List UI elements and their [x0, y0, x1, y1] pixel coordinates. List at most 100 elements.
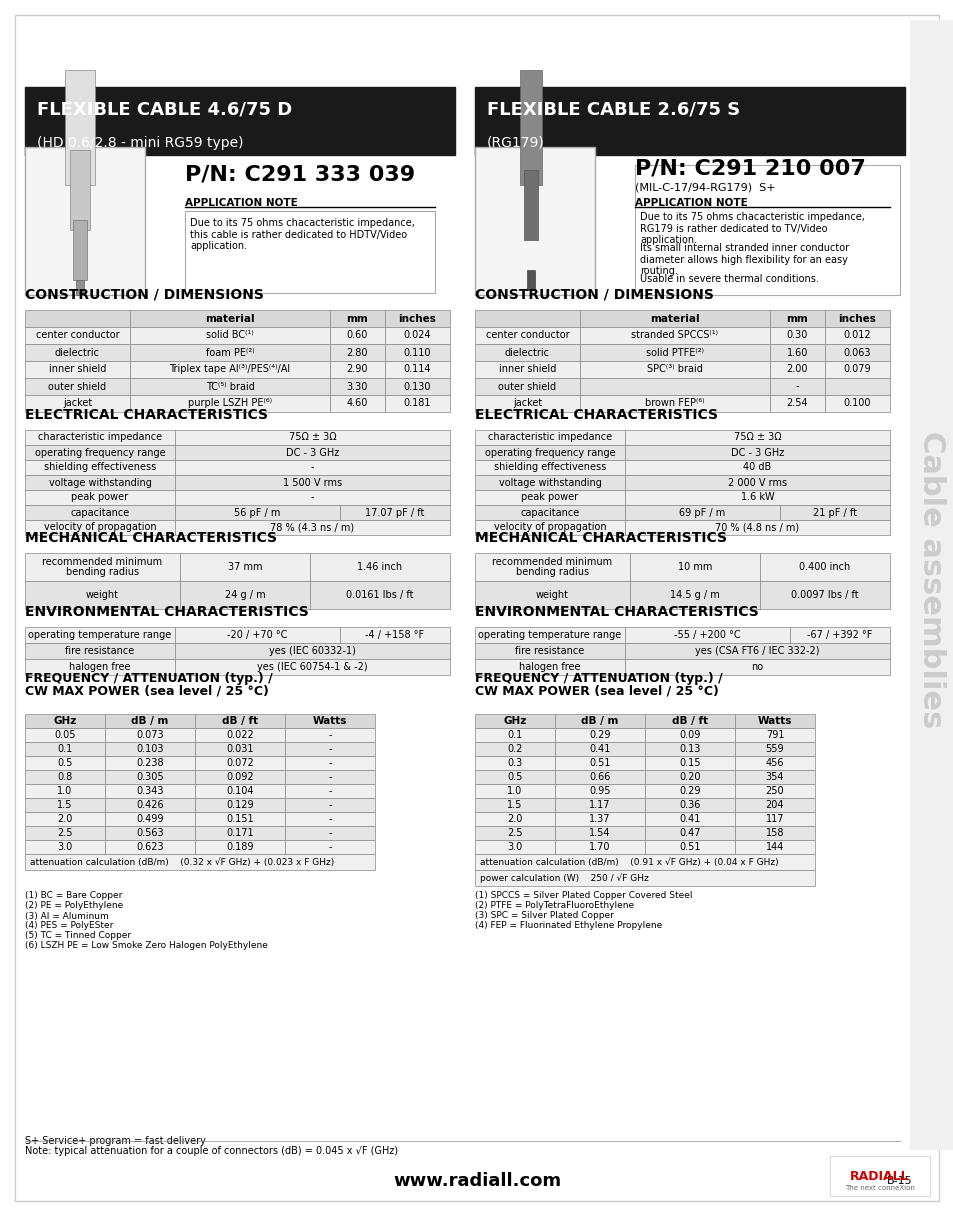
Text: -20 / +70 °C: -20 / +70 °C: [227, 630, 288, 640]
Bar: [769, 361, 824, 378]
Bar: [475, 378, 579, 395]
Bar: [25, 812, 105, 826]
Text: velocity of propagation: velocity of propagation: [44, 523, 156, 533]
Bar: [130, 361, 330, 378]
Text: capacitance: capacitance: [519, 507, 579, 518]
Text: CW MAX POWER (sea level / 25 °C): CW MAX POWER (sea level / 25 °C): [475, 685, 719, 698]
Text: 1.6 kW: 1.6 kW: [740, 492, 774, 502]
Text: 3.30: 3.30: [347, 382, 368, 392]
Bar: [644, 714, 734, 728]
Bar: [25, 344, 130, 361]
Bar: [25, 627, 174, 643]
Bar: [909, 19, 953, 1150]
Text: FREQUENCY / ATTENUATION (typ.) /: FREQUENCY / ATTENUATION (typ.) /: [25, 672, 273, 685]
Bar: [644, 798, 734, 812]
Bar: [194, 826, 285, 840]
Bar: [174, 445, 450, 460]
Bar: [174, 659, 450, 675]
Text: (HD 0.6/2.8 - mini RG59 type): (HD 0.6/2.8 - mini RG59 type): [37, 136, 243, 150]
Bar: [555, 826, 644, 840]
Bar: [25, 520, 174, 535]
Text: 3.0: 3.0: [57, 841, 72, 852]
Text: 70 % (4.8 ns / m): 70 % (4.8 ns / m): [715, 523, 799, 533]
Bar: [644, 784, 734, 798]
Bar: [25, 460, 174, 475]
Text: outer shield: outer shield: [497, 382, 556, 392]
Text: 0.073: 0.073: [136, 730, 164, 741]
Bar: [475, 756, 555, 770]
Bar: [25, 728, 105, 742]
Bar: [475, 310, 579, 327]
Text: outer shield: outer shield: [49, 382, 107, 392]
Bar: [475, 714, 555, 728]
Text: dielectric: dielectric: [55, 348, 100, 358]
Text: 14.5 g / m: 14.5 g / m: [669, 590, 720, 599]
Bar: [194, 770, 285, 784]
Bar: [475, 798, 555, 812]
Bar: [285, 770, 375, 784]
Text: operating temperature range: operating temperature range: [477, 630, 621, 640]
Bar: [644, 756, 734, 770]
Bar: [824, 395, 889, 412]
Bar: [475, 395, 579, 412]
Bar: [475, 553, 629, 581]
Text: APPLICATION NOTE: APPLICATION NOTE: [185, 198, 297, 208]
Bar: [330, 310, 385, 327]
Bar: [734, 840, 814, 854]
Bar: [285, 784, 375, 798]
Bar: [25, 756, 105, 770]
Text: 0.189: 0.189: [226, 841, 253, 852]
Text: -: -: [328, 786, 332, 796]
Text: 1.17: 1.17: [589, 800, 610, 810]
Bar: [339, 627, 450, 643]
Text: 0.1: 0.1: [507, 730, 522, 741]
Text: 0.426: 0.426: [136, 800, 164, 810]
Bar: [330, 378, 385, 395]
Text: 37 mm: 37 mm: [228, 562, 262, 572]
Bar: [25, 430, 174, 445]
Bar: [285, 756, 375, 770]
Bar: [760, 553, 889, 581]
Bar: [579, 310, 769, 327]
Bar: [76, 280, 84, 295]
Bar: [475, 627, 624, 643]
Text: characteristic impedance: characteristic impedance: [487, 433, 612, 443]
Bar: [105, 826, 194, 840]
Text: yes (IEC 60332-1): yes (IEC 60332-1): [269, 646, 355, 655]
Text: 0.1: 0.1: [57, 744, 72, 754]
Text: 1.0: 1.0: [507, 786, 522, 796]
Bar: [385, 361, 450, 378]
Bar: [475, 430, 624, 445]
Text: recommended minimum: recommended minimum: [42, 557, 162, 567]
Bar: [780, 505, 889, 520]
Bar: [105, 840, 194, 854]
Bar: [174, 627, 339, 643]
Text: Due to its 75 ohms chacacteristic impedance,
RG179 is rather dedicated to TV/Vid: Due to its 75 ohms chacacteristic impeda…: [639, 212, 864, 246]
Bar: [194, 742, 285, 756]
Bar: [130, 378, 330, 395]
Text: jacket: jacket: [63, 399, 92, 409]
Text: mm: mm: [786, 314, 807, 323]
Text: dB / m: dB / m: [132, 716, 169, 726]
Bar: [475, 460, 624, 475]
Text: 0.072: 0.072: [226, 758, 253, 769]
Text: -4 / +158 °F: -4 / +158 °F: [365, 630, 424, 640]
Text: -: -: [328, 758, 332, 769]
Bar: [105, 728, 194, 742]
Text: 0.30: 0.30: [786, 331, 807, 340]
Text: dB / m: dB / m: [580, 716, 618, 726]
Bar: [330, 327, 385, 344]
Text: 2 000 V rms: 2 000 V rms: [727, 478, 786, 488]
Bar: [824, 327, 889, 344]
Text: -55 / +200 °C: -55 / +200 °C: [674, 630, 740, 640]
Text: inner shield: inner shield: [49, 365, 106, 375]
Text: voltage withstanding: voltage withstanding: [498, 478, 600, 488]
Text: fire resistance: fire resistance: [515, 646, 584, 655]
Text: TC⁽⁵⁾ braid: TC⁽⁵⁾ braid: [205, 382, 254, 392]
Text: 250: 250: [765, 786, 783, 796]
Text: center conductor: center conductor: [35, 331, 119, 340]
Text: 0.0161 lbs / ft: 0.0161 lbs / ft: [346, 590, 414, 599]
Bar: [25, 854, 375, 869]
Bar: [25, 475, 174, 490]
Text: -: -: [328, 814, 332, 824]
